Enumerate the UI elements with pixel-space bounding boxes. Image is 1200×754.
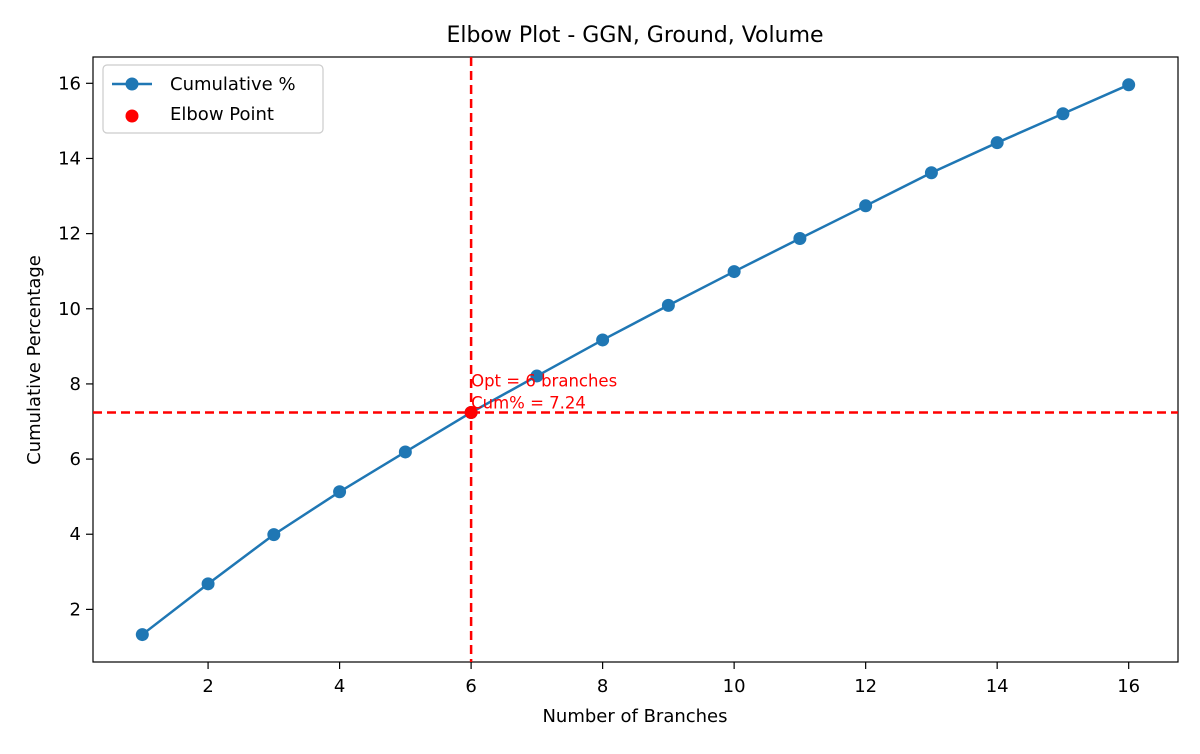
- y-tick-label: 10: [58, 299, 81, 320]
- elbow-annotation: Opt = 6 branches: [471, 371, 617, 390]
- data-point: [333, 485, 347, 499]
- x-tick-label: 4: [334, 676, 345, 697]
- data-point: [530, 369, 544, 383]
- y-tick-label: 2: [70, 599, 81, 620]
- x-tick-label: 14: [986, 676, 1009, 697]
- y-tick-label: 6: [70, 449, 81, 470]
- legend: Cumulative % Elbow Point: [102, 64, 324, 134]
- plot-area: 2 4 6 8 10 12 14 16 2 4 6 8 10 12 14 16 Opt = 6 branches…: [58, 56, 1179, 697]
- x-axis-label: Number of Branches: [542, 706, 727, 727]
- y-tick-label: 12: [58, 224, 81, 245]
- x-tick-label: 6: [465, 676, 476, 697]
- data-point: [1056, 107, 1070, 121]
- y-axis-label: Cumulative Percentage: [24, 255, 45, 465]
- y-tick-label: 8: [70, 374, 81, 395]
- chart-title: Elbow Plot - GGN, Ground, Volume: [446, 23, 823, 48]
- data-point: [201, 577, 215, 591]
- data-point: [924, 166, 938, 180]
- legend-elbow-swatch: [125, 109, 139, 123]
- data-point: [398, 445, 412, 459]
- data-point: [661, 298, 675, 312]
- series-line: [141, 83, 1130, 636]
- data-point: [990, 136, 1004, 150]
- y-tick-label: 16: [58, 73, 81, 94]
- elbow-point: [464, 405, 478, 419]
- x-tick-label: 2: [202, 676, 213, 697]
- legend-marker-swatch: [125, 77, 139, 91]
- data-point: [727, 265, 741, 279]
- legend-label-elbow: Elbow Point: [170, 104, 274, 125]
- plot-frame: [92, 56, 1179, 663]
- data-point: [267, 528, 281, 542]
- x-tick-label: 8: [597, 676, 608, 697]
- y-tick-label: 4: [70, 524, 81, 545]
- legend-label-series: Cumulative %: [170, 74, 296, 95]
- data-point: [1122, 78, 1136, 92]
- x-tick-label: 10: [723, 676, 746, 697]
- y-tick-label: 14: [58, 148, 81, 169]
- x-tick-label: 16: [1117, 676, 1140, 697]
- data-point: [135, 628, 149, 642]
- legend-box: [102, 64, 324, 134]
- data-point: [793, 232, 807, 245]
- data-point: [596, 333, 610, 347]
- data-point: [859, 199, 873, 213]
- x-tick-label: 12: [854, 676, 877, 697]
- elbow-annotation: Cum% = 7.24: [471, 393, 586, 412]
